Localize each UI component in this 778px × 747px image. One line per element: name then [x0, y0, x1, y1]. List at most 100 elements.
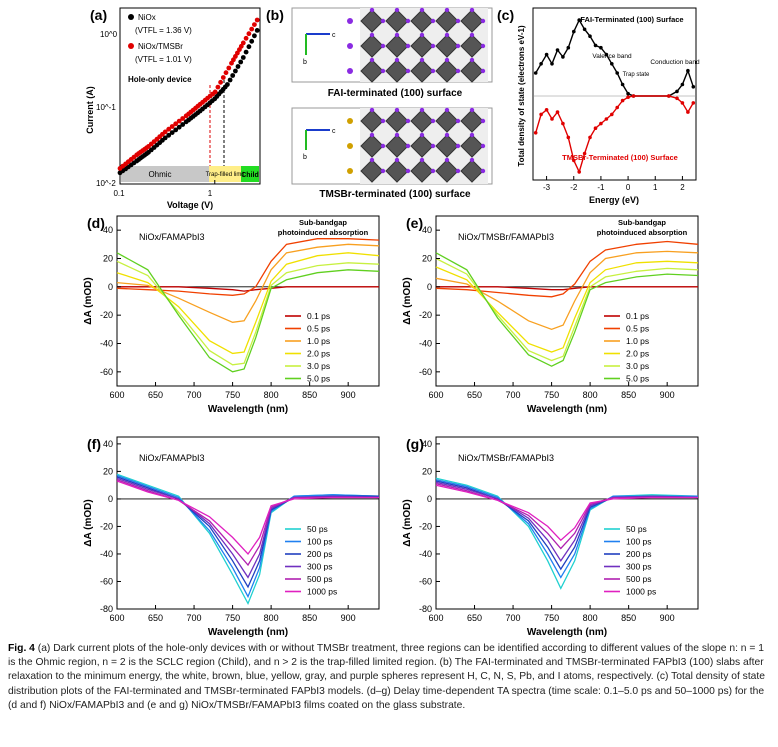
- c-point-s0: [593, 43, 598, 48]
- c-point-s1: [533, 131, 538, 135]
- c-point-s1: [599, 121, 603, 126]
- ta-line-3-0-ps: [116, 260, 380, 366]
- c-point-s0: [533, 71, 538, 75]
- iodine-atom: [469, 132, 475, 138]
- c-point-s0: [566, 45, 571, 50]
- pbi6-octahedron: [360, 59, 384, 83]
- ta-ytick-label: -60: [419, 367, 432, 377]
- a-point-s0: [169, 130, 175, 136]
- pbi6-octahedron: [410, 109, 434, 133]
- iodine-atom: [430, 68, 436, 74]
- iodine-atom: [444, 157, 450, 163]
- ta-ytick-label: 0: [108, 282, 113, 292]
- region-child: [241, 166, 259, 182]
- ta-sample-label: NiOx/TMSBr/FAMAPbI3: [458, 232, 554, 242]
- c-point-s1: [572, 158, 576, 163]
- ta-panel-letter: (e): [406, 215, 423, 231]
- pbi6-octahedron: [460, 9, 484, 33]
- a-point-s1: [223, 70, 229, 76]
- a-point-s1: [180, 116, 186, 121]
- ta-ytick-label: -20: [419, 310, 432, 320]
- ta-annotation-line1: Sub-bandgap: [618, 218, 666, 227]
- pbi6-octahedron: [360, 159, 384, 183]
- ta-frame: [116, 215, 380, 387]
- ta-xtick-label: 700: [506, 613, 521, 623]
- ta-line-500-ps: [435, 483, 698, 550]
- a-ylabel: Current (A): [85, 86, 95, 134]
- ta-sample-label: NiOx/TMSBr/FAMAPbI3: [458, 453, 554, 463]
- ta-frame: [435, 215, 699, 387]
- a-point-s1: [243, 35, 249, 41]
- ta-ytick-label: 40: [422, 225, 432, 235]
- ta-legend-label: 500 ps: [626, 574, 652, 584]
- c-point-s1: [588, 135, 592, 140]
- c-point-s0: [675, 89, 679, 94]
- ta-line-0-5-ps: [116, 238, 380, 296]
- iodine-atom: [380, 168, 386, 174]
- iodine-atom: [419, 107, 425, 113]
- ta-xtick-label: 900: [660, 613, 675, 623]
- panel-f: (f) 50 ps 100 ps 200 ps 300 ps 500 ps 1000 ps N…: [83, 436, 380, 638]
- c-point-s0: [539, 62, 543, 66]
- ta-ytick-label: 40: [103, 225, 113, 235]
- a-ytick-2: 10^-2: [96, 179, 116, 188]
- a-point-s1: [176, 118, 182, 124]
- ta-panel-letter: (g): [406, 436, 424, 452]
- iodine-atom: [455, 168, 461, 174]
- legend-marker-niox: [128, 14, 134, 20]
- panel-c-frame: [532, 7, 697, 181]
- a-point-s0: [246, 44, 252, 50]
- ta-xtick-label: 750: [544, 613, 559, 623]
- pbi6-octahedron: [435, 159, 459, 183]
- iodine-atom: [430, 18, 436, 24]
- a-xtick-1: 1: [208, 189, 213, 198]
- c-point-s1: [610, 112, 614, 117]
- iodine-atom: [444, 57, 450, 63]
- iodine-atom: [380, 118, 386, 124]
- iodine-atom: [369, 32, 375, 38]
- pbi6-octahedron: [385, 159, 409, 183]
- ta-ytick-label: 40: [422, 439, 432, 449]
- ta-xtick-label: 750: [544, 390, 559, 400]
- iodine-atom: [419, 157, 425, 163]
- ta-legend-label: 0.5 ps: [307, 324, 330, 334]
- c-valence: Valence band: [592, 53, 632, 60]
- ta-ylabel: ΔA (mOD): [83, 499, 94, 546]
- ta-ylabel: ΔA (mOD): [83, 277, 94, 324]
- a-point-s1: [218, 79, 224, 85]
- ta-ytick-label: -40: [419, 339, 432, 349]
- region-tfl: [209, 166, 241, 182]
- c-point-s1: [566, 135, 571, 140]
- a-point-s1: [212, 89, 218, 95]
- c-xtick-label: 1: [653, 183, 658, 192]
- a-point-s1: [166, 126, 172, 132]
- c-point-s1: [675, 96, 679, 101]
- a-point-s1: [254, 17, 260, 23]
- c-point-s0: [550, 62, 554, 66]
- a-point-s1: [226, 65, 232, 71]
- c-xtick-label: -1: [597, 183, 605, 192]
- a-xlabel: Voltage (V): [167, 200, 213, 210]
- iodine-atom: [455, 68, 461, 74]
- iodine-atom: [480, 143, 486, 149]
- c-point-s0: [544, 52, 549, 57]
- iodine-atom: [405, 68, 411, 74]
- iodine-atom: [480, 43, 486, 49]
- c-point-s0: [680, 82, 685, 87]
- pbi6-octahedron: [385, 134, 409, 158]
- termination-atom: [347, 168, 353, 174]
- c-point-s0: [572, 29, 576, 34]
- a-point-s0: [227, 77, 233, 83]
- ta-ytick-label: 0: [427, 494, 432, 504]
- ta-legend-label: 300 ps: [626, 562, 652, 572]
- iodine-atom: [469, 107, 475, 113]
- c-point-s1: [631, 94, 636, 98]
- iodine-atom: [369, 132, 375, 138]
- ta-xtick-label: 600: [109, 390, 124, 400]
- c-point-s1: [626, 95, 630, 99]
- iodine-atom: [444, 107, 450, 113]
- a-point-s0: [254, 28, 260, 33]
- ta-ytick-label: 20: [103, 466, 113, 476]
- figure-canvas: (a) Ohmic Trap-filled limit Child NiOx (…: [83, 7, 700, 638]
- ta-line-1-0-ps: [435, 250, 699, 330]
